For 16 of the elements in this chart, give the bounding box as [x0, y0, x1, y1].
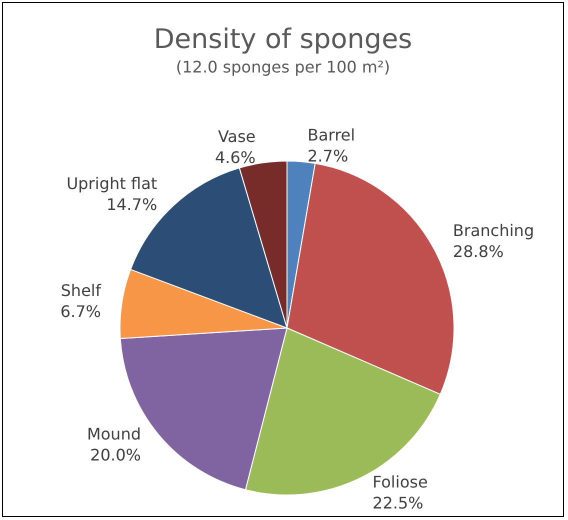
data-label: 6.7%: [60, 302, 101, 322]
slice-label: Vase: [218, 126, 256, 146]
data-label: 28.8%: [452, 242, 504, 261]
chart-subtitle: (12.0 sponges per 100 m²): [176, 58, 390, 76]
slice-label: Upright flat: [66, 174, 158, 194]
data-label: 4.6%: [214, 148, 256, 167]
slice-label: Foliose: [372, 472, 428, 492]
data-label: 22.5%: [372, 493, 424, 512]
data-label: 14.7%: [106, 195, 158, 214]
chart-title: Density of sponges: [154, 24, 412, 55]
slice-label: Shelf: [60, 281, 102, 300]
slice-label: Mound: [86, 424, 141, 444]
data-label: 2.7%: [308, 146, 348, 166]
slice-label: Barrel: [308, 126, 356, 145]
data-label: 20.0%: [90, 446, 141, 465]
slice-label: Branching: [452, 220, 534, 240]
